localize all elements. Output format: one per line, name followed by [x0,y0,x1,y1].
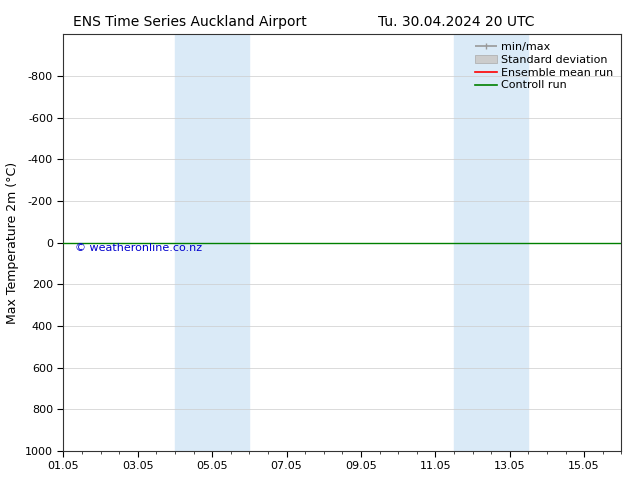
Y-axis label: Max Temperature 2m (°C): Max Temperature 2m (°C) [6,162,20,323]
Text: ENS Time Series Auckland Airport: ENS Time Series Auckland Airport [74,15,307,29]
Bar [175,34,249,451]
Text: © weatheronline.co.nz: © weatheronline.co.nz [75,243,202,252]
Bar [454,34,528,451]
Legend: min/max, Standard deviation, Ensemble mean run, Controll run: min/max, Standard deviation, Ensemble me… [472,40,616,93]
Text: Tu. 30.04.2024 20 UTC: Tu. 30.04.2024 20 UTC [378,15,534,29]
